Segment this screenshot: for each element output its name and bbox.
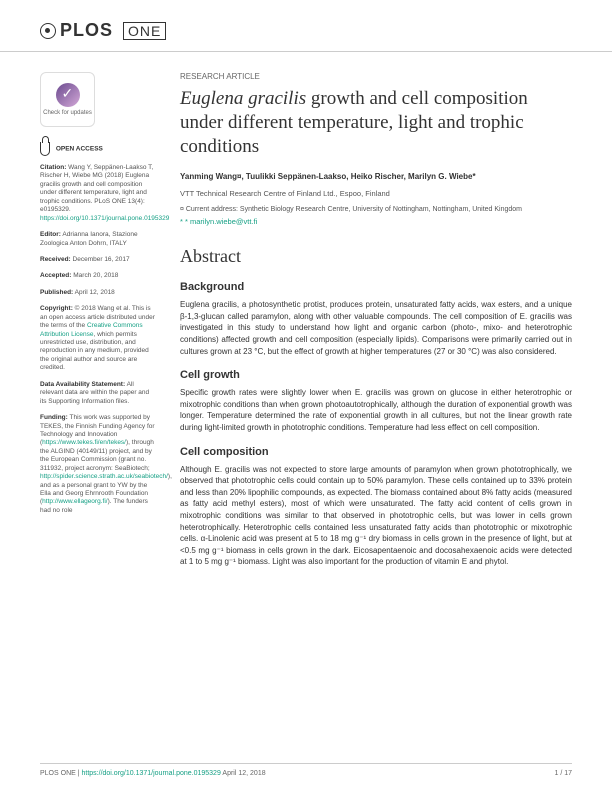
published-label: Published: bbox=[40, 289, 73, 296]
plos-icon bbox=[40, 23, 56, 39]
journal-subname: ONE bbox=[123, 22, 166, 40]
accepted-section: Accepted: March 20, 2018 bbox=[40, 272, 155, 280]
cellcomposition-text: Although E. gracilis was not expected to… bbox=[180, 464, 572, 568]
funding-label: Funding: bbox=[40, 414, 68, 421]
editor-section: Editor: Adrianna Ianora, Stazione Zoolog… bbox=[40, 231, 155, 248]
citation-section: Citation: Wang Y, Seppänen-Laakso T, Ris… bbox=[40, 164, 155, 223]
editor-label: Editor: bbox=[40, 231, 61, 238]
footer-journal: PLOS ONE | bbox=[40, 770, 82, 777]
abstract-heading: Abstract bbox=[180, 246, 572, 267]
article-title: Euglena gracilis growth and cell composi… bbox=[180, 87, 572, 158]
funding-section: Funding: This work was supported by TEKE… bbox=[40, 414, 155, 515]
copyright-section: Copyright: © 2018 Wang et al. This is an… bbox=[40, 305, 155, 373]
email-link[interactable]: * marilyn.wiebe@vtt.fi bbox=[185, 217, 257, 226]
citation-label: Citation: bbox=[40, 164, 66, 171]
published-section: Published: April 12, 2018 bbox=[40, 289, 155, 297]
footer-doi-link[interactable]: https://doi.org/10.1371/journal.pone.019… bbox=[82, 770, 221, 777]
funding-link1[interactable]: https://www.tekes.fi/en/tekes/ bbox=[42, 439, 126, 446]
accepted-label: Accepted: bbox=[40, 272, 71, 279]
sidebar: Check for updates OPEN ACCESS Citation: … bbox=[40, 72, 170, 580]
page-header: PLOS ONE bbox=[0, 0, 612, 52]
funding-link2[interactable]: http://spider.science.strath.ac.uk/seabi… bbox=[40, 473, 168, 480]
open-access-section: OPEN ACCESS bbox=[40, 142, 155, 156]
data-label: Data Availability Statement: bbox=[40, 381, 125, 388]
data-availability-section: Data Availability Statement: All relevan… bbox=[40, 381, 155, 406]
main-content: RESEARCH ARTICLE Euglena gracilis growth… bbox=[170, 72, 572, 580]
published-text: April 12, 2018 bbox=[73, 289, 115, 296]
page-footer: PLOS ONE | https://doi.org/10.1371/journ… bbox=[40, 763, 572, 777]
copyright-label: Copyright: bbox=[40, 305, 73, 312]
article-type: RESEARCH ARTICLE bbox=[180, 72, 572, 81]
background-text: Euglena gracilis, a photosynthetic proti… bbox=[180, 299, 572, 357]
authors: Yanming Wang¤, Tuulikki Seppänen-Laakso,… bbox=[180, 172, 572, 181]
received-label: Received: bbox=[40, 256, 71, 263]
funding-link3[interactable]: http://www.ellageorg.fi/ bbox=[42, 498, 107, 505]
corresponding-email[interactable]: * * marilyn.wiebe@vtt.fi bbox=[180, 217, 572, 226]
open-access-label: OPEN ACCESS bbox=[56, 146, 103, 153]
footer-date: April 12, 2018 bbox=[221, 770, 266, 777]
cellgrowth-heading: Cell growth bbox=[180, 369, 572, 381]
content-area: Check for updates OPEN ACCESS Citation: … bbox=[0, 52, 612, 590]
check-icon bbox=[56, 83, 80, 107]
received-text: December 16, 2017 bbox=[71, 256, 130, 263]
footer-page: 1 / 17 bbox=[554, 770, 572, 777]
journal-name: PLOS bbox=[60, 20, 113, 40]
background-heading: Background bbox=[180, 281, 572, 293]
current-address: ¤ Current address: Synthetic Biology Res… bbox=[180, 206, 572, 213]
accepted-text: March 20, 2018 bbox=[71, 272, 118, 279]
journal-logo: PLOS ONE bbox=[40, 20, 166, 40]
citation-text: Wang Y, Seppänen-Laakso T, Rischer H, Wi… bbox=[40, 164, 153, 213]
citation-doi-link[interactable]: https://doi.org/10.1371/journal.pone.019… bbox=[40, 215, 169, 222]
check-updates-badge[interactable]: Check for updates bbox=[40, 72, 95, 127]
affiliation: VTT Technical Research Centre of Finland… bbox=[180, 189, 572, 198]
cellgrowth-text: Specific growth rates were slightly lowe… bbox=[180, 387, 572, 433]
footer-left: PLOS ONE | https://doi.org/10.1371/journ… bbox=[40, 770, 266, 777]
title-italic: Euglena gracilis bbox=[180, 88, 306, 109]
open-access-icon bbox=[40, 142, 50, 156]
received-section: Received: December 16, 2017 bbox=[40, 256, 155, 264]
cellcomposition-heading: Cell composition bbox=[180, 446, 572, 458]
check-updates-label: Check for updates bbox=[43, 110, 92, 116]
